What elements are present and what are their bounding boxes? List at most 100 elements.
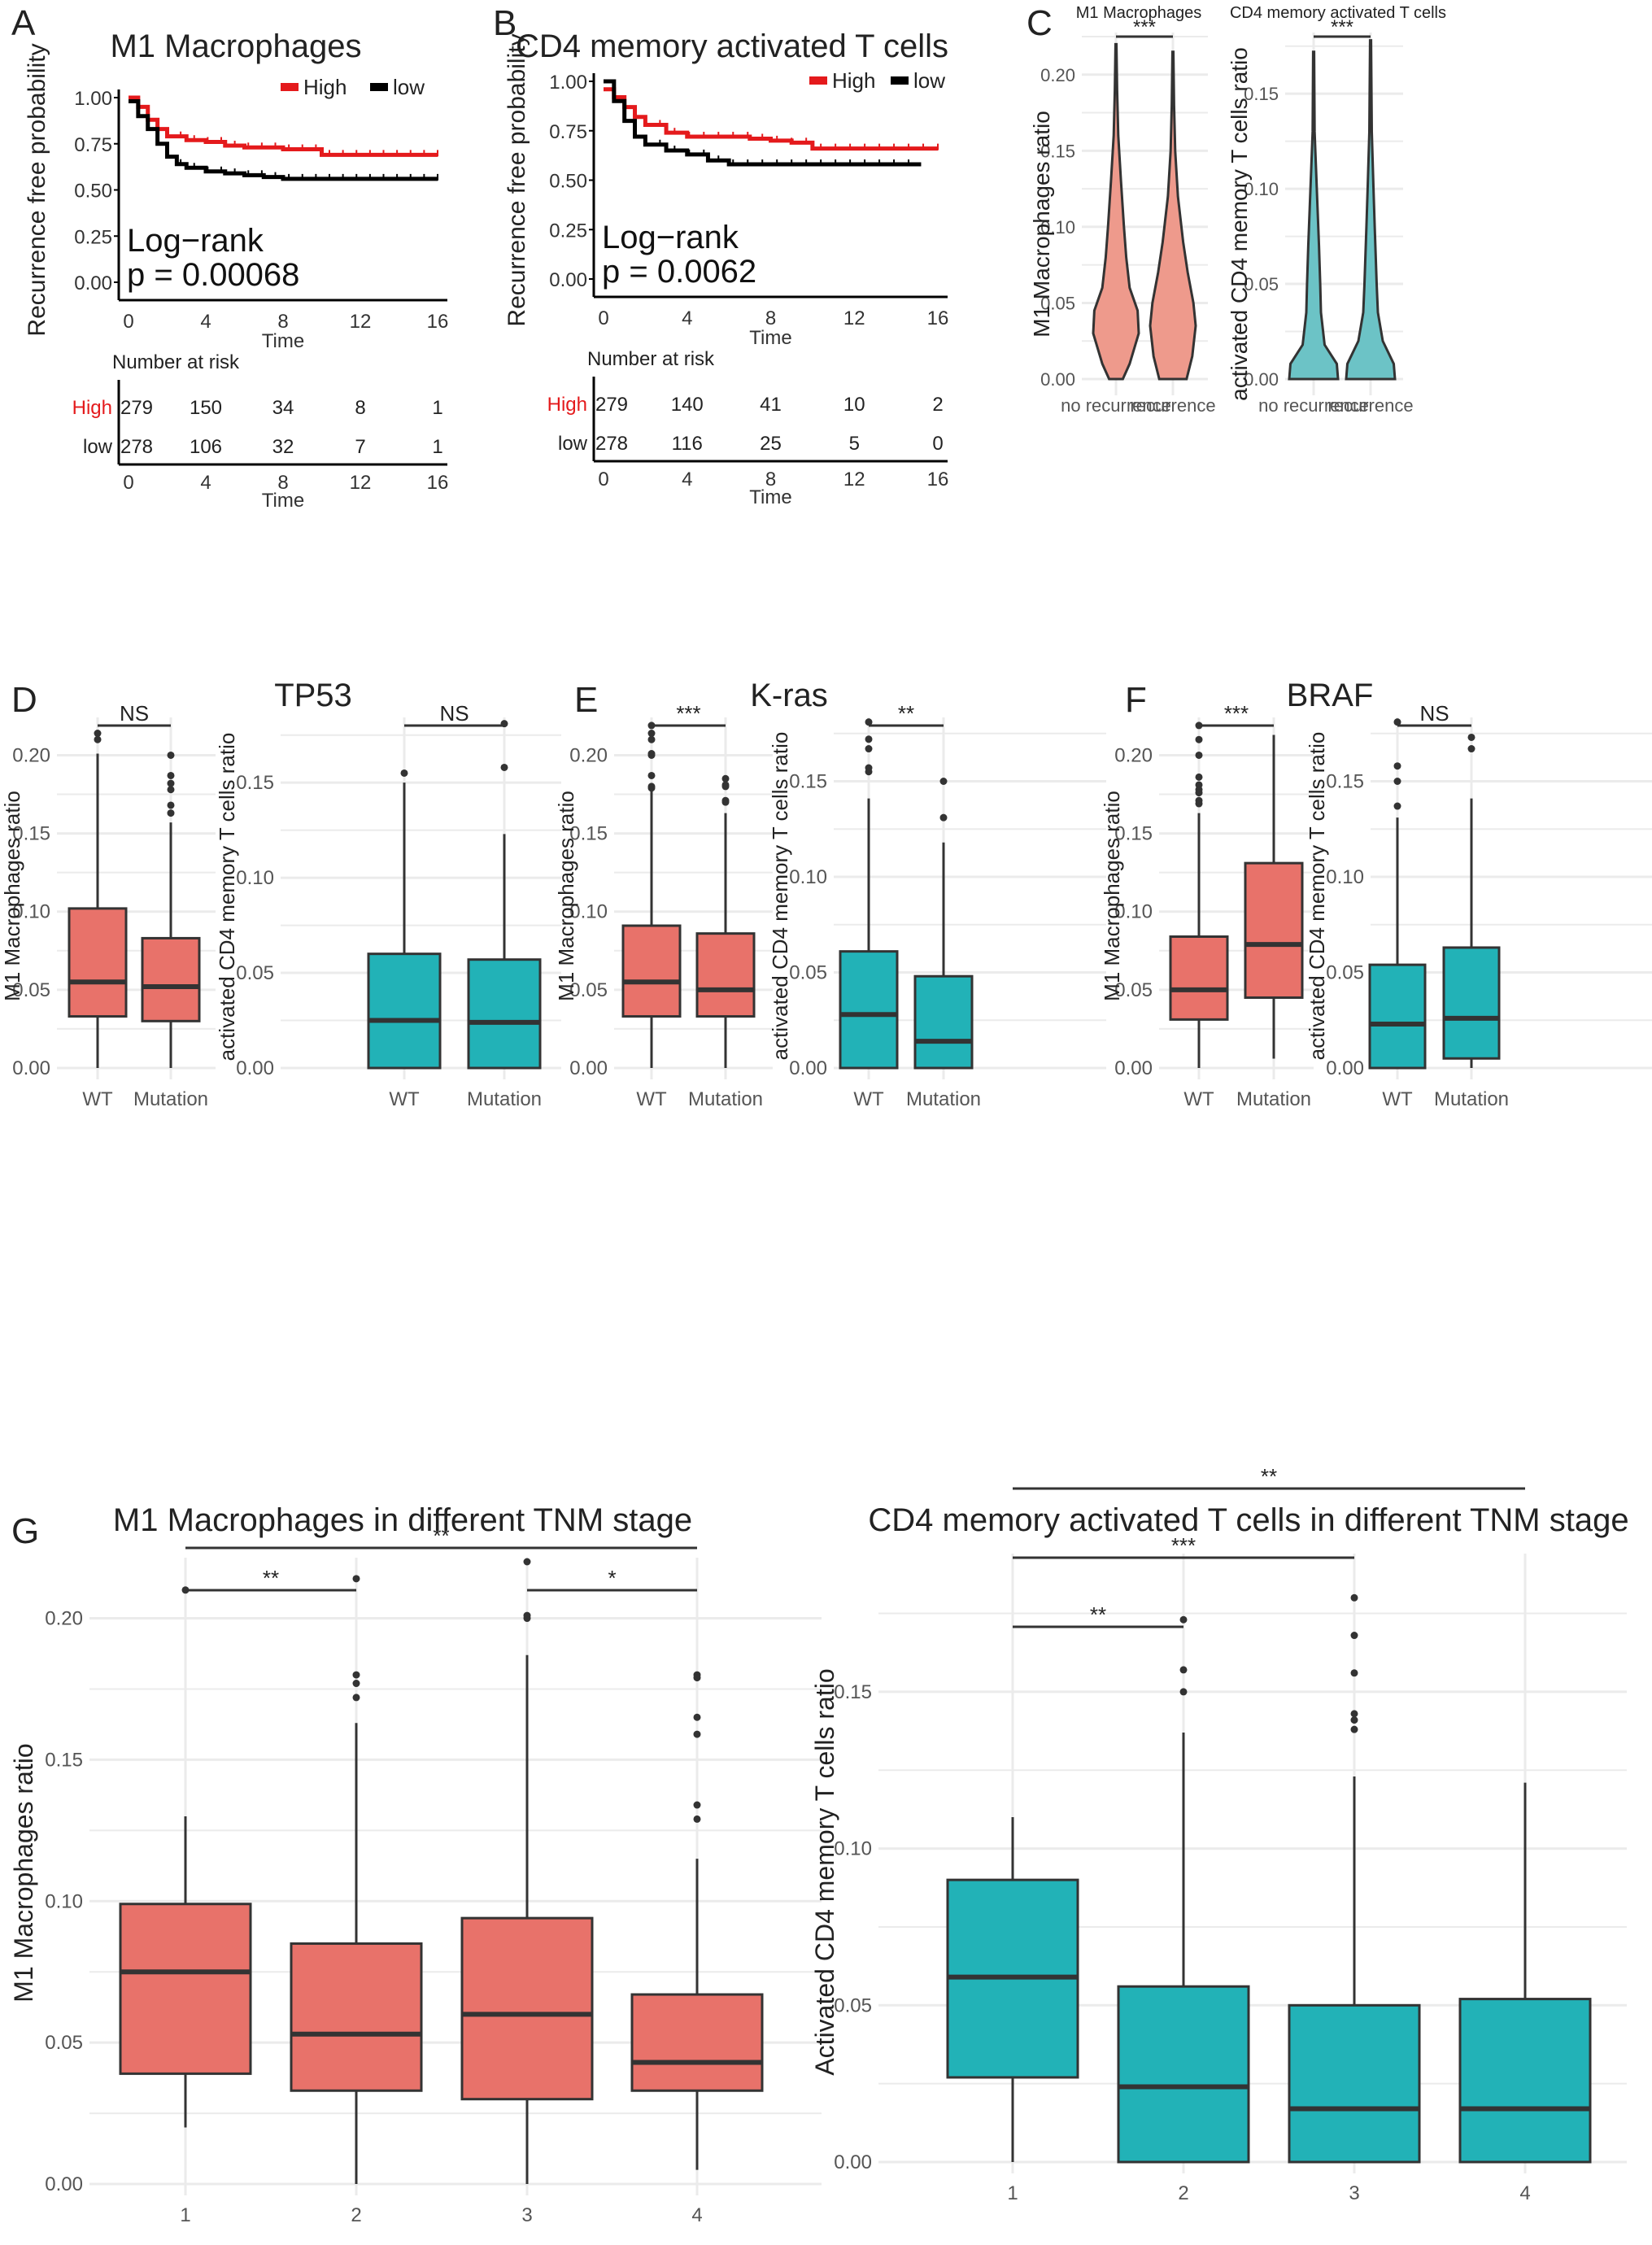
logrank-label: Log−rank xyxy=(127,223,264,259)
box-1 xyxy=(119,1903,252,2075)
outlier-point xyxy=(865,718,873,726)
outlier-point xyxy=(647,784,656,792)
significance-label: *** xyxy=(676,701,700,726)
risk-cell: 41 xyxy=(760,394,782,416)
outlier-point xyxy=(1350,1593,1358,1602)
p-value: p = 0.0062 xyxy=(602,254,756,290)
y-tick-label: 0.05 xyxy=(1326,962,1364,984)
outlier-point xyxy=(1195,751,1203,759)
box-chart-g: 0.00 0.05 0.10 0.15 0.20 M1 Macrophages in di… xyxy=(9,1464,1629,2226)
x-tick-label: WT xyxy=(1382,1088,1413,1110)
significance-label: *** xyxy=(1224,701,1249,726)
risk-cell: 106 xyxy=(190,436,222,458)
gene-title: TP53 xyxy=(274,678,352,713)
y-tick-label: 0.25 xyxy=(549,220,587,242)
outlier-point xyxy=(693,1713,701,1721)
risk-cell: 32 xyxy=(272,436,294,458)
risk-cell: 279 xyxy=(120,397,153,419)
outlier-point xyxy=(1467,745,1475,753)
y-tick-label: 0.00 xyxy=(1114,1057,1153,1079)
significance-label: ** xyxy=(1261,1464,1277,1489)
legend-swatch-low xyxy=(891,76,909,85)
y-tick-label: 0.10 xyxy=(1244,179,1279,199)
panel-label-a: A xyxy=(11,3,36,43)
y-tick-label: 0.05 xyxy=(789,962,827,984)
x-tick-label: 16 xyxy=(927,307,949,329)
outlier-point xyxy=(693,1815,701,1823)
outlier-point xyxy=(1195,789,1203,797)
x-tick-label: no recurrence xyxy=(1061,395,1171,416)
box-WT xyxy=(621,924,682,1018)
outlier-point xyxy=(939,778,948,785)
y-tick-label: 0.15 xyxy=(1114,823,1153,845)
y-tick-label: 0.00 xyxy=(12,1057,50,1079)
y-tick-label: 0.05 xyxy=(1040,293,1075,313)
box-2 xyxy=(290,1942,423,2092)
x-tick-label: 12 xyxy=(350,311,372,333)
significance-label: ** xyxy=(263,1566,279,1590)
y-tick-label: 0.10 xyxy=(236,867,274,889)
y-tick-label: 0.50 xyxy=(74,181,112,203)
y-tick-label: 0.00 xyxy=(789,1057,827,1079)
x-tick-label: 0 xyxy=(123,311,133,333)
y-tick-label: 0.05 xyxy=(12,979,50,1001)
x-tick-label: WT xyxy=(636,1088,667,1110)
outlier-point xyxy=(865,745,873,753)
y-tick-label: 0.20 xyxy=(1114,744,1153,766)
y-tick-label: 0.00 xyxy=(1244,369,1279,390)
panel-label-f: F xyxy=(1125,680,1147,720)
outlier-point xyxy=(167,771,175,779)
risk-cell: 34 xyxy=(272,397,294,419)
y-tick-label: 0.15 xyxy=(1244,84,1279,104)
legend-swatch-high xyxy=(809,76,827,85)
x-tick-label: Mutation xyxy=(133,1088,208,1110)
risk-x-tick-label: 16 xyxy=(427,472,449,494)
box-3 xyxy=(460,1916,594,2101)
legend-label-low: low xyxy=(913,68,945,93)
significance-label: NS xyxy=(1419,701,1449,726)
box-chart-d: TP53 0.00 0.05 0.10 0.15 0.20 M1 Macrophages r… xyxy=(0,678,561,1110)
y-tick-label: 0.00 xyxy=(236,1057,274,1079)
gene-title: BRAF xyxy=(1287,678,1374,713)
y-tick-label: 0.00 xyxy=(1040,369,1075,390)
box-WT xyxy=(1169,935,1229,1021)
x-axis-label: Time xyxy=(749,327,791,349)
y-tick-label: 0.20 xyxy=(1040,65,1075,85)
x-tick-label: no recurrence xyxy=(1258,395,1369,416)
x-tick-label: 4 xyxy=(200,311,211,333)
y-axis-label: Recurrence free probability xyxy=(24,43,50,336)
y-tick-label: 0.05 xyxy=(45,2032,83,2054)
outlier-point xyxy=(1350,1716,1358,1724)
significance-label: ** xyxy=(898,701,914,726)
x-tick-label: 8 xyxy=(765,307,776,329)
violin-title: CD4 memory activated T cells xyxy=(1230,4,1446,22)
x-tick-label: 8 xyxy=(277,311,288,333)
risk-x-axis-label: Time xyxy=(749,486,791,508)
panel-b-km-plot: CD4 memory activated T cells 0.00 0.25 0.50… xyxy=(488,0,1017,651)
y-tick-label: 0.20 xyxy=(12,744,50,766)
outlier-point xyxy=(693,1674,701,1682)
box-WT xyxy=(839,950,899,1070)
violin-title: M1 Macrophages xyxy=(1076,4,1202,22)
outlier-point xyxy=(1350,1669,1358,1677)
outlier-point xyxy=(167,779,175,787)
risk-x-tick-label: 0 xyxy=(123,472,133,494)
risk-x-tick-label: 8 xyxy=(277,472,288,494)
box-Mutation xyxy=(1442,946,1501,1060)
box-2 xyxy=(1117,1985,1250,2164)
significance-label: ** xyxy=(433,1524,449,1548)
panel-label-e: E xyxy=(574,680,599,720)
y-axis-label: M1 Macrophages ratio xyxy=(1100,791,1124,1001)
legend-swatch-low xyxy=(370,83,388,91)
x-tick-label: 4 xyxy=(691,2204,702,2226)
y-tick-label: 0.15 xyxy=(834,1681,872,1703)
outlier-point xyxy=(1350,1725,1358,1733)
risk-cell: 116 xyxy=(672,433,703,455)
x-tick-label: 4 xyxy=(1519,2182,1530,2204)
panel-d-box-plots: TP53 0.00 0.05 0.10 0.15 0.20 M1 Macrophages r… xyxy=(0,675,561,1456)
y-axis-label: M1 Macrophages ratio xyxy=(0,791,24,1001)
y-tick-label: 0.00 xyxy=(45,2173,83,2195)
x-tick-label: Mutation xyxy=(467,1088,542,1110)
outlier-point xyxy=(865,735,873,743)
outlier-point xyxy=(939,813,948,822)
